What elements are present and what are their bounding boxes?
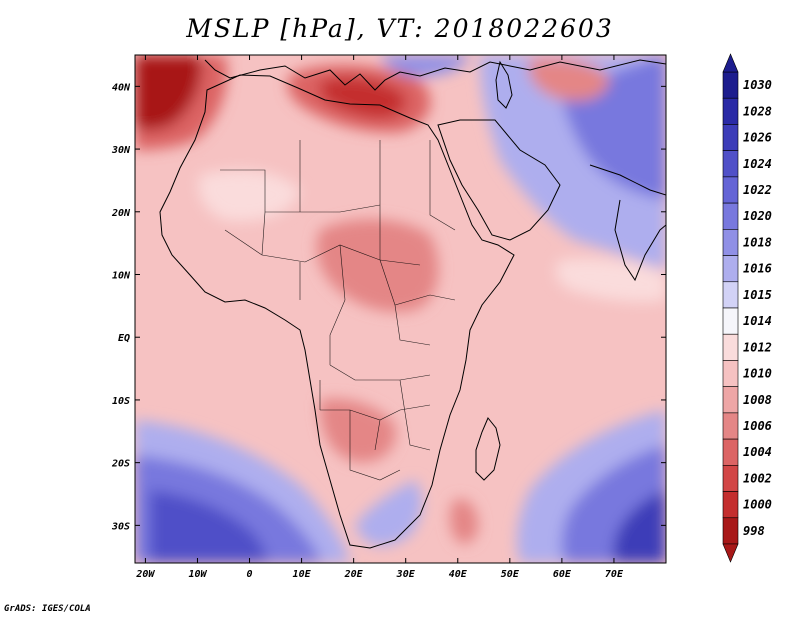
colorbar-top-arrow bbox=[722, 53, 739, 73]
colorbar-label: 1018 bbox=[743, 235, 772, 249]
madagascar-coastline bbox=[475, 417, 501, 481]
colorbar-label: 1030 bbox=[743, 78, 772, 92]
chart-title: MSLP [hPa], VT: 2018022603 bbox=[186, 14, 614, 43]
low-mozambique bbox=[449, 499, 479, 544]
high-south-indian bbox=[613, 490, 666, 563]
lat-tick-label: 20N bbox=[111, 208, 131, 219]
lon-tick-label: 10E bbox=[293, 569, 312, 580]
colorbar-label: 1012 bbox=[743, 340, 772, 354]
coastlines bbox=[159, 59, 666, 549]
low-north-asia bbox=[528, 58, 610, 101]
colorbar-swatch bbox=[722, 71, 739, 99]
colorbar-swatch bbox=[722, 202, 739, 230]
colorbar-label: 1002 bbox=[743, 471, 772, 485]
caspian-coastline bbox=[495, 60, 513, 109]
lat-tick-label: 20S bbox=[111, 459, 130, 470]
india-coastline bbox=[589, 164, 666, 282]
colorbar: 1030 1028 1026 1024 1022 1020 1018 1016 1015 1014… bbox=[722, 53, 772, 563]
lon-tick-label: 70E bbox=[605, 569, 624, 580]
colorbar-swatch bbox=[722, 229, 739, 256]
low-sahara bbox=[316, 219, 439, 312]
credit-text: GrADS: IGES/COLA bbox=[4, 604, 91, 614]
colorbar-label: 1028 bbox=[743, 104, 772, 118]
low-southern-africa bbox=[319, 398, 396, 463]
colorbar-swatch bbox=[722, 386, 739, 414]
colorbar-label: 1022 bbox=[743, 183, 772, 197]
colorbar-label: 998 bbox=[743, 524, 765, 538]
colorbar-swatch bbox=[722, 491, 739, 519]
africa-coastline bbox=[159, 74, 515, 549]
neutral-indian-band bbox=[555, 258, 666, 302]
neutral-sahel-band bbox=[198, 170, 300, 222]
colorbar-swatch bbox=[722, 150, 739, 178]
longitude-axis: 20W 10W 0 10E 20E 30E 40E 50E 60E 70E bbox=[135, 55, 624, 580]
colorbar-swatch bbox=[722, 307, 739, 335]
colorbar-swatch bbox=[722, 465, 739, 492]
arabia-coastline bbox=[437, 119, 561, 241]
country-borders bbox=[220, 140, 456, 481]
colorbar-label: 1016 bbox=[743, 262, 772, 276]
lat-tick-label: EQ bbox=[118, 333, 130, 344]
colorbar-swatch bbox=[722, 176, 739, 204]
colorbar-label: 1015 bbox=[743, 288, 772, 302]
colorbar-label: 1000 bbox=[743, 498, 772, 512]
high-asia bbox=[380, 55, 470, 77]
lon-tick-label: 60E bbox=[553, 569, 572, 580]
lon-tick-label: 30E bbox=[396, 569, 416, 580]
lon-tick-label: 20W bbox=[135, 569, 155, 580]
colorbar-label: 1014 bbox=[743, 314, 772, 328]
lat-tick-label: 10S bbox=[112, 396, 130, 407]
colorbar-swatch bbox=[722, 517, 739, 545]
colorbar-swatch bbox=[722, 360, 739, 387]
colorbar-label: 1020 bbox=[743, 209, 772, 223]
lat-tick-label: 40N bbox=[112, 82, 131, 93]
colorbar-label: 1026 bbox=[743, 131, 772, 145]
latitude-axis: 40N 30N 20N 10N EQ 10S 20S 30S bbox=[111, 82, 666, 532]
lon-tick-label: 50E bbox=[501, 569, 520, 580]
lat-tick-label: 10N bbox=[112, 271, 131, 282]
lat-tick-label: 30N bbox=[111, 145, 131, 156]
colorbar-label: 1008 bbox=[743, 393, 772, 407]
colorbar-swatch bbox=[722, 124, 739, 151]
colorbar-swatch bbox=[722, 438, 739, 466]
colorbar-bottom-arrow bbox=[722, 543, 739, 563]
lon-tick-label: 20E bbox=[344, 569, 364, 580]
low-nw-atlantic bbox=[135, 55, 202, 130]
colorbar-label: 1004 bbox=[743, 445, 772, 459]
europe-coastline bbox=[204, 59, 666, 91]
colorbar-swatch bbox=[722, 412, 739, 440]
colorbar-swatch bbox=[722, 333, 739, 361]
colorbar-label: 1024 bbox=[743, 157, 772, 171]
map-frame bbox=[134, 54, 667, 564]
colorbar-swatch bbox=[722, 255, 739, 283]
colorbar-label: 1006 bbox=[743, 419, 772, 433]
high-south-atlantic bbox=[150, 490, 268, 563]
lon-tick-label: 0 bbox=[247, 569, 253, 580]
lon-tick-label: 10W bbox=[188, 569, 207, 580]
colorbar-swatch bbox=[722, 97, 739, 125]
low-mediterranean bbox=[320, 77, 406, 119]
lon-tick-label: 40E bbox=[449, 569, 468, 580]
colorbar-label: 1010 bbox=[743, 367, 772, 381]
lat-tick-label: 30S bbox=[111, 521, 130, 532]
colorbar-swatch bbox=[722, 281, 739, 309]
pressure-field bbox=[135, 55, 666, 563]
